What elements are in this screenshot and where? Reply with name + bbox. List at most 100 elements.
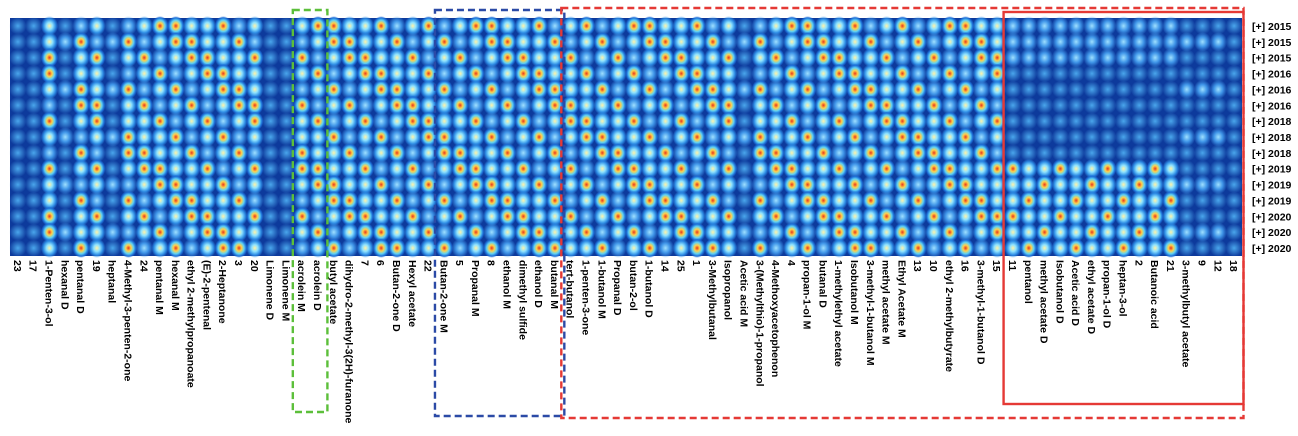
heatmap-cell bbox=[956, 47, 975, 68]
heatmap-cell bbox=[483, 127, 501, 147]
heatmap-cell bbox=[72, 16, 90, 36]
heatmap-cell bbox=[40, 79, 59, 100]
heatmap-cell bbox=[625, 127, 643, 147]
heatmap-cell bbox=[467, 238, 485, 258]
row-label: [+] 2016 bbox=[1252, 100, 1292, 112]
row-label: [+] 2015 bbox=[1252, 21, 1292, 33]
heatmap-cell bbox=[577, 190, 596, 211]
heatmap-cell bbox=[103, 191, 122, 210]
heatmap-cell bbox=[1035, 96, 1054, 114]
heatmap-cell bbox=[893, 174, 912, 195]
heatmap-cell bbox=[340, 190, 359, 211]
column-label: 4 bbox=[785, 260, 797, 266]
heatmap-cell bbox=[293, 174, 311, 195]
heatmap-cell bbox=[1099, 64, 1117, 83]
heatmap-cell bbox=[1130, 206, 1149, 227]
highlight-boxes bbox=[291, 6, 1245, 420]
heatmap-cell bbox=[656, 111, 675, 131]
heatmap-cell bbox=[688, 111, 706, 131]
heatmap-cell bbox=[877, 190, 896, 211]
heatmap-cell bbox=[483, 63, 501, 84]
heatmap-cell bbox=[88, 190, 106, 211]
heatmap-cell bbox=[340, 31, 359, 52]
heatmap-cell bbox=[230, 16, 248, 36]
heatmap-cell bbox=[419, 238, 438, 258]
heatmap-cell bbox=[562, 63, 580, 84]
heatmap-cell bbox=[1130, 238, 1149, 258]
heatmap-cell bbox=[135, 206, 153, 227]
heatmap-cell bbox=[483, 95, 501, 116]
heatmap-cell bbox=[972, 143, 991, 163]
heatmap-cell bbox=[593, 95, 611, 116]
heatmap-cell bbox=[198, 47, 217, 68]
heatmap-cell bbox=[151, 95, 169, 116]
heatmap-cell bbox=[167, 238, 185, 258]
column-label: 2 bbox=[1132, 260, 1144, 266]
heatmap-cell bbox=[877, 95, 896, 116]
column-label: methyl acetate D bbox=[1038, 260, 1050, 344]
heatmap-cell bbox=[325, 222, 343, 243]
heatmap-cell bbox=[451, 190, 469, 211]
heatmap-cell bbox=[751, 31, 769, 52]
heatmap-cell bbox=[830, 79, 848, 100]
heatmap-cell bbox=[1193, 64, 1212, 83]
heatmap-cell bbox=[9, 144, 27, 162]
column-label: 1-Penten-3-ol bbox=[42, 260, 54, 327]
heatmap-cell bbox=[814, 127, 833, 147]
heatmap-cell bbox=[767, 79, 785, 100]
column-label: 8 bbox=[485, 260, 497, 266]
heatmap-cell bbox=[1051, 16, 1070, 36]
heatmap-cell bbox=[167, 31, 185, 52]
heatmap-cell bbox=[340, 95, 359, 116]
heatmap-cell bbox=[798, 31, 817, 52]
heatmap-cell bbox=[909, 47, 927, 68]
heatmap-cell bbox=[672, 31, 690, 52]
row-label: [+] 2018 bbox=[1252, 132, 1292, 144]
heatmap-cell bbox=[1146, 112, 1164, 130]
heatmap-cell bbox=[1162, 31, 1180, 52]
heatmap-cell bbox=[862, 111, 880, 131]
heatmap-cell bbox=[309, 79, 327, 100]
heatmap-cell bbox=[72, 31, 90, 52]
heatmap-cell bbox=[593, 63, 611, 84]
heatmap-cell bbox=[735, 174, 754, 195]
heatmap-cell bbox=[909, 63, 927, 84]
heatmap-cell bbox=[309, 31, 327, 52]
heatmap-cell bbox=[719, 174, 738, 195]
heatmap-cell bbox=[25, 160, 43, 178]
heatmap-cell bbox=[1130, 144, 1149, 162]
heatmap-cell bbox=[1193, 144, 1212, 162]
heatmap-cell bbox=[261, 175, 280, 194]
heatmap-cell bbox=[751, 158, 769, 179]
heatmap-cell bbox=[972, 190, 991, 211]
heatmap-cell bbox=[609, 63, 627, 84]
heatmap-cell bbox=[593, 47, 611, 68]
heatmap-cell bbox=[1130, 222, 1149, 243]
heatmap-cell bbox=[198, 95, 217, 116]
heatmap-cell bbox=[814, 79, 833, 100]
heatmap-cell bbox=[1209, 207, 1228, 226]
heatmap-cell bbox=[1146, 80, 1164, 99]
heatmap-cell bbox=[1209, 17, 1228, 35]
heatmap-cell bbox=[514, 143, 533, 163]
heatmap-cell bbox=[230, 63, 248, 84]
heatmap-cell bbox=[988, 158, 1006, 179]
heatmap-cell bbox=[814, 238, 833, 258]
heatmap-cell bbox=[798, 47, 817, 68]
heatmap-cell bbox=[1083, 144, 1101, 162]
heatmap-cell bbox=[609, 47, 627, 68]
heatmap-cell bbox=[9, 80, 27, 99]
heatmap-cell bbox=[293, 95, 311, 116]
heatmap-cell bbox=[198, 238, 217, 258]
heatmap-cell bbox=[941, 190, 959, 211]
heatmap-cell bbox=[72, 190, 90, 211]
heatmap-cell bbox=[40, 16, 59, 36]
heatmap-cell bbox=[1004, 80, 1022, 99]
heatmap-cell bbox=[1162, 222, 1180, 243]
heatmap-cell bbox=[1209, 48, 1228, 67]
heatmap-cell bbox=[719, 222, 738, 243]
heatmap-cell bbox=[546, 111, 564, 131]
heatmap-cell bbox=[656, 16, 675, 36]
heatmap-cell bbox=[293, 31, 311, 52]
heatmap-cell bbox=[56, 112, 74, 130]
